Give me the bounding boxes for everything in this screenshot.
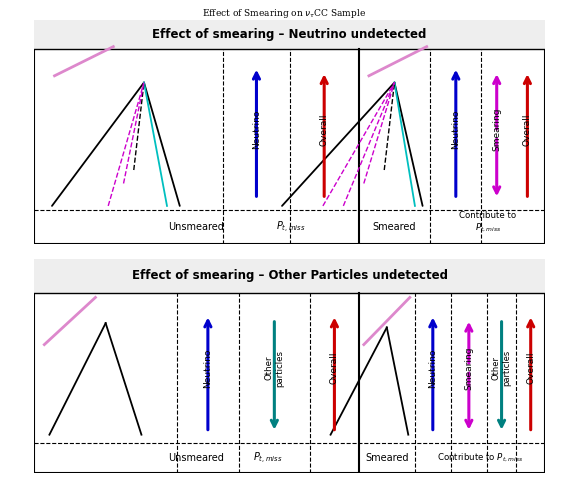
Text: Other
particles: Other particles xyxy=(265,350,284,387)
Text: Smearing: Smearing xyxy=(465,347,473,390)
Text: Overall: Overall xyxy=(526,352,535,385)
Text: Effect of Smearing on $\nu_\tau$CC Sample: Effect of Smearing on $\nu_\tau$CC Sampl… xyxy=(202,7,366,20)
Bar xyxy=(34,259,545,293)
Text: Neutrino: Neutrino xyxy=(203,349,212,388)
Text: Neutrino: Neutrino xyxy=(428,349,437,388)
Text: $P_{t,miss}$: $P_{t,miss}$ xyxy=(253,451,283,466)
Text: Smearing: Smearing xyxy=(492,108,501,151)
Text: Unsmeared: Unsmeared xyxy=(169,453,224,463)
Text: Neutrino: Neutrino xyxy=(452,110,460,149)
Text: Neutrino: Neutrino xyxy=(252,110,261,149)
Text: $P_{t,miss}$: $P_{t,miss}$ xyxy=(276,220,306,235)
Text: Overall: Overall xyxy=(523,113,532,146)
Bar xyxy=(34,20,545,49)
Text: Contribute to
$P_{t,miss}$: Contribute to $P_{t,miss}$ xyxy=(459,211,516,234)
Text: Other
particles: Other particles xyxy=(492,350,511,387)
Text: Effect of smearing – Other Particles undetected: Effect of smearing – Other Particles und… xyxy=(132,270,448,282)
Text: Smeared: Smeared xyxy=(373,222,416,232)
Text: Smeared: Smeared xyxy=(365,453,408,463)
Text: Effect of smearing – Neutrino undetected: Effect of smearing – Neutrino undetected xyxy=(152,28,427,41)
Text: Unsmeared: Unsmeared xyxy=(169,222,224,232)
Text: Contribute to $P_{t,miss}$: Contribute to $P_{t,miss}$ xyxy=(437,452,523,464)
Text: Overall: Overall xyxy=(320,113,329,146)
Text: Overall: Overall xyxy=(330,352,339,385)
